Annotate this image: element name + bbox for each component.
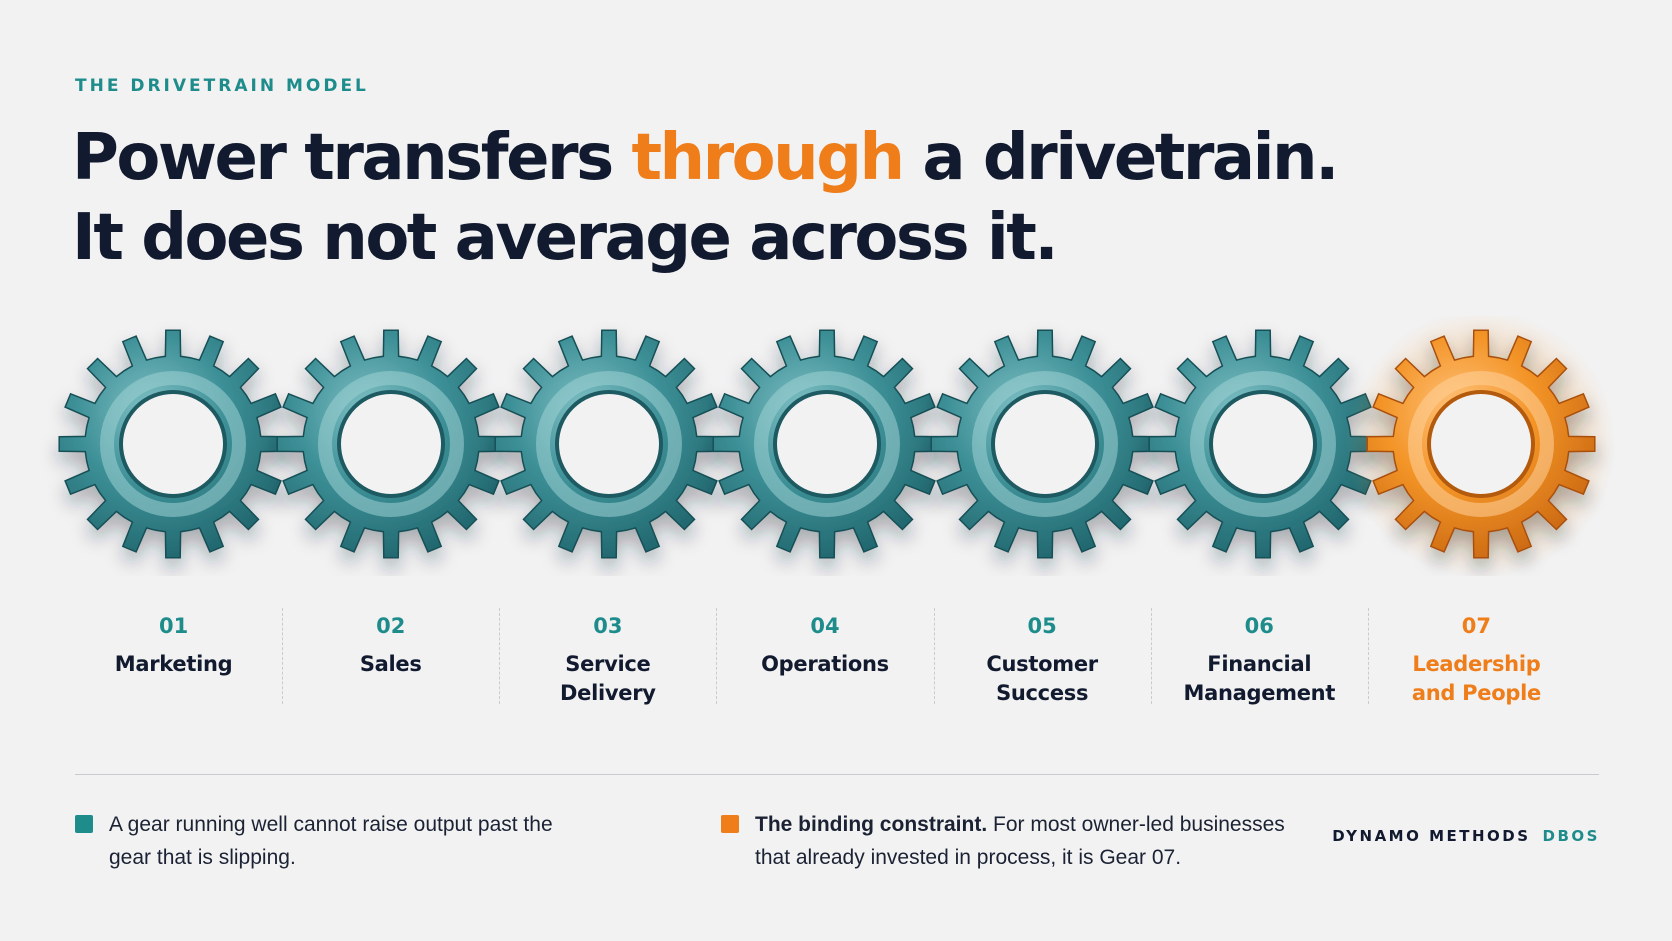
- gear-label-7: 07 Leadership and People: [1367, 608, 1585, 708]
- gear-icon: [58, 329, 288, 559]
- gear-name: Customer Success: [986, 652, 1098, 705]
- brand-code: DBOS: [1542, 827, 1600, 845]
- gear-number: 01: [158, 614, 189, 638]
- gear-icon: [1346, 316, 1616, 576]
- note-right-bold: The binding constraint.: [755, 813, 988, 836]
- gear-name: Operations: [761, 652, 889, 676]
- page-title: Power transfers through a drivetrain. It…: [72, 118, 1339, 278]
- eyebrow-label: THE DRIVETRAIN MODEL: [75, 76, 369, 96]
- gear-labels: 01 Marketing 02 Sales 03 Service Delivery 04 Op…: [65, 608, 1585, 708]
- brand-footer: DYNAMO METHODS DBOS: [1332, 827, 1600, 845]
- headline-accent: through: [631, 121, 905, 195]
- gear-number: 02: [376, 614, 406, 638]
- gear-number: 05: [1027, 614, 1057, 638]
- note-right-body: For most owner-led businesses that alrea…: [755, 813, 1285, 869]
- gear-name: Marketing: [114, 652, 233, 676]
- gear-name: Leadership and People: [1411, 652, 1541, 705]
- gear-label-2: 02 Sales: [282, 608, 499, 708]
- gear-icon: [712, 329, 942, 559]
- headline-line1-end: a drivetrain.: [902, 121, 1339, 195]
- note-left-text: A gear running well cannot raise output …: [109, 813, 553, 869]
- gear-label-1: 01 Marketing: [65, 612, 282, 708]
- gear-number: 04: [810, 614, 840, 638]
- divider: [75, 774, 1599, 775]
- note-right-text: The binding constraint. For most owner-l…: [755, 808, 1321, 874]
- gear-name: Financial Management: [1183, 652, 1336, 705]
- gear-name: Service Delivery: [560, 652, 656, 705]
- gear-number: 03: [593, 614, 623, 638]
- headline-line2: It does not average across it.: [72, 201, 1059, 275]
- gear-label-3: 03 Service Delivery: [499, 608, 716, 708]
- gear-drivetrain: [0, 316, 1672, 576]
- note-right: The binding constraint. For most owner-l…: [721, 808, 1321, 874]
- note-left: A gear running well cannot raise output …: [75, 808, 555, 874]
- gear-icon: [930, 329, 1160, 559]
- gear-icon: [276, 329, 506, 559]
- gear-label-6: 06 Financial Management: [1150, 608, 1368, 708]
- gear-name: Sales: [359, 652, 422, 676]
- gear-icon: [494, 329, 724, 559]
- gear-label-4: 04 Operations: [716, 608, 933, 708]
- gears-illustration: [58, 316, 1616, 576]
- orange-square-icon: [721, 815, 739, 833]
- headline-line1-start: Power transfers: [72, 121, 632, 195]
- gear-icon: [1148, 329, 1378, 559]
- gear-label-5: 05 Customer Success: [933, 608, 1151, 708]
- teal-square-icon: [75, 815, 93, 833]
- brand-name: DYNAMO METHODS: [1332, 827, 1531, 845]
- gear-number: 06: [1244, 614, 1274, 638]
- gear-number: 07: [1461, 614, 1492, 638]
